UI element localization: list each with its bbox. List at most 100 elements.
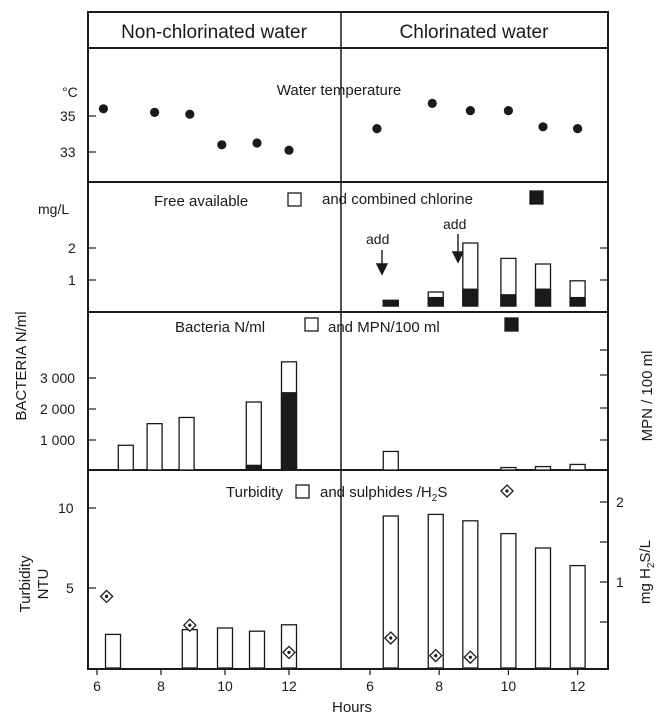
mpn-legend-swatch xyxy=(504,317,519,332)
chart-frame xyxy=(87,11,609,670)
sulphide-title: and sulphides /H2S xyxy=(320,484,447,504)
sulphide-title-end: S xyxy=(437,484,447,501)
bacteria-bar-chlorinated-1 xyxy=(500,466,517,471)
turbidity-bar-chlorinated-0 xyxy=(382,515,399,669)
bacteria-tick-1000: 1 000 xyxy=(40,432,75,448)
combined-chlorine-bar-4 xyxy=(534,288,552,307)
turbidity-y-axis-label: Turbidity xyxy=(17,555,34,612)
bacteria-y-axis-label: BACTERIA N/ml xyxy=(13,311,30,420)
temperature-point-chlorinated-5 xyxy=(573,124,583,134)
turbidity-title: Turbidity xyxy=(226,484,283,501)
mpn-bar-non-chlorinated-0 xyxy=(245,464,262,471)
sulphide-point-dot-non-chlorinated-0 xyxy=(105,594,109,599)
combined-chlorine-legend-swatch xyxy=(529,190,544,205)
x-tick-label-chlorinated-12: 12 xyxy=(570,678,586,694)
temperature-tick-33: 33 xyxy=(60,144,76,160)
chlorine-unit: mg/L xyxy=(38,201,69,217)
temperature-axis-ticks xyxy=(88,115,96,153)
turbidity-legend-swatch xyxy=(295,484,310,499)
turbidity-tick-5: 5 xyxy=(66,580,74,596)
chlorine-title-combined: and combined chlorine xyxy=(322,191,473,208)
x-axis: 6 8 10 12 6 8 10 12 xyxy=(93,669,586,694)
turbidity-bars xyxy=(99,513,586,669)
combined-chlorine-bar-1 xyxy=(427,296,444,307)
mpn-title: and MPN/100 ml xyxy=(328,319,440,336)
temperature-points xyxy=(98,98,583,155)
bacteria-tick-3000: 3 000 xyxy=(40,370,75,386)
bacteria-title: Bacteria N/ml xyxy=(175,319,265,336)
turbidity-bar-chlorinated-3 xyxy=(500,532,517,669)
x-tick-label-chlorinated-6: 6 xyxy=(366,678,374,694)
sulphide-point-dot-non-chlorinated-1 xyxy=(188,623,192,627)
turbidity-bar-chlorinated-4 xyxy=(534,547,552,669)
sulphide-point-dot-non-chlorinated-2 xyxy=(287,650,291,655)
bacteria-bar-non-chlorinated-0 xyxy=(117,444,134,471)
bacteria-bar-chlorinated-0 xyxy=(382,450,399,471)
x-tick-label-non-chlorinated-8: 8 xyxy=(157,678,165,694)
turbidity-bar-chlorinated-5 xyxy=(569,564,586,669)
temperature-unit: °C xyxy=(62,84,78,100)
temperature-point-non-chlorinated-3 xyxy=(217,140,227,150)
sulphide-y-axis-label: mg H2S/L xyxy=(637,540,657,604)
x-tick-label-non-chlorinated-10: 10 xyxy=(217,678,233,694)
bacteria-bar-non-chlorinated-3 xyxy=(245,401,262,471)
header-non-chlorinated: Non-chlorinated water xyxy=(121,22,308,43)
temperature-point-non-chlorinated-1 xyxy=(150,107,160,117)
temperature-panel-title: Water temperature xyxy=(277,82,402,99)
temperature-point-non-chlorinated-5 xyxy=(284,145,294,155)
combined-chlorine-bar-3 xyxy=(500,294,517,307)
sulphide-point-dot-chlorinated-1 xyxy=(434,654,438,658)
mpn-y-axis-label: MPN / 100 ml xyxy=(639,351,656,442)
sulphide-y-axis-sub: 2 xyxy=(646,562,657,568)
temperature-point-non-chlorinated-4 xyxy=(252,138,262,148)
turbidity-bar-non-chlorinated-0 xyxy=(104,633,122,669)
add-annotation-1: add xyxy=(366,231,389,247)
x-tick-label-chlorinated-10: 10 xyxy=(501,678,517,694)
chlorine-tick-2: 2 xyxy=(68,240,76,256)
sulphide-y-axis-end: S/L xyxy=(637,540,654,563)
x-tick-label-non-chlorinated-6: 6 xyxy=(93,678,101,694)
temperature-point-non-chlorinated-2 xyxy=(185,109,195,119)
temperature-point-non-chlorinated-0 xyxy=(98,104,108,114)
add-arrow-2-head xyxy=(451,251,465,264)
turbidity-bar-non-chlorinated-1 xyxy=(181,628,198,669)
bacteria-axis-ticks xyxy=(88,349,608,441)
header-chlorinated: Chlorinated water xyxy=(400,22,550,43)
x-tick-label-non-chlorinated-12: 12 xyxy=(281,678,297,694)
add-annotation-2: add xyxy=(443,216,466,232)
combined-chlorine-bar-5 xyxy=(569,296,586,307)
bacteria-bars xyxy=(117,361,586,471)
bacteria-bar-chlorinated-3 xyxy=(569,463,586,471)
bacteria-legend-swatch xyxy=(304,317,319,332)
sulphide-legend-marker xyxy=(500,484,514,498)
chlorine-title-free: Free available xyxy=(154,193,248,210)
turbidity-y-axis-unit: NTU xyxy=(35,569,52,600)
add-arrows xyxy=(375,234,465,276)
temperature-point-chlorinated-1 xyxy=(427,98,437,108)
temperature-point-chlorinated-2 xyxy=(465,106,475,116)
x-axis-label: Hours xyxy=(332,699,372,716)
sulphide-legend-dot xyxy=(505,489,509,493)
turbidity-bar-chlorinated-1 xyxy=(427,513,444,669)
bacteria-bar-chlorinated-2 xyxy=(534,465,552,471)
turbidity-tick-10: 10 xyxy=(58,500,74,516)
temperature-point-chlorinated-0 xyxy=(372,124,382,134)
chlorine-tick-1: 1 xyxy=(68,272,76,288)
combined-chlorine-bar-2 xyxy=(462,288,479,307)
x-tick-label-chlorinated-8: 8 xyxy=(435,678,443,694)
sulphide-point-dot-chlorinated-0 xyxy=(389,636,393,640)
turbidity-bar-chlorinated-2 xyxy=(462,520,479,669)
turbidity-bar-non-chlorinated-3 xyxy=(248,630,266,669)
add-arrow-1-head xyxy=(375,263,389,276)
chlorine-axis-ticks xyxy=(88,247,608,281)
free-chlorine-legend-swatch xyxy=(287,192,302,207)
sulphide-tick-2: 2 xyxy=(616,494,624,510)
sulphide-title-sub: 2 xyxy=(432,493,438,504)
sulphide-y-axis-main: mg H xyxy=(637,568,654,604)
temperature-point-chlorinated-3 xyxy=(503,106,513,116)
bacteria-bar-non-chlorinated-2 xyxy=(178,416,195,471)
sulphide-tick-1: 1 xyxy=(616,574,624,590)
sulphide-point-dot-chlorinated-2 xyxy=(468,655,472,659)
sulphide-title-main: and sulphides /H xyxy=(320,484,432,501)
